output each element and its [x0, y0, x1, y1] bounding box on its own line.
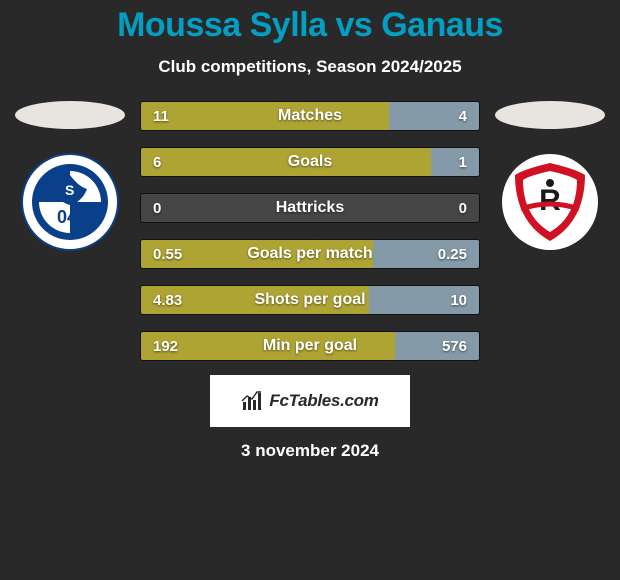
svg-text:04: 04: [57, 207, 77, 227]
stat-fill-left: [141, 286, 369, 314]
club-crest-right: R: [501, 153, 599, 251]
stat-bar: Shots per goal4.8310: [140, 285, 480, 315]
stat-bar: Min per goal192576: [140, 331, 480, 361]
stat-fill-right: [369, 286, 479, 314]
stat-fill-right: [389, 102, 479, 130]
stat-fill-left: [141, 148, 431, 176]
brand-text: FcTables.com: [269, 391, 378, 411]
brand-badge[interactable]: FcTables.com: [210, 375, 410, 427]
subtitle: Club competitions, Season 2024/2025: [0, 57, 620, 77]
stat-value-left: 0: [153, 194, 161, 222]
page-title: Moussa Sylla vs Ganaus: [0, 6, 620, 45]
stat-fill-right: [373, 240, 479, 268]
player-headshot-left: [15, 101, 125, 129]
svg-text:R: R: [539, 184, 561, 217]
stat-fill-left: [141, 240, 373, 268]
stat-fill-right: [431, 148, 479, 176]
stat-bar: Matches114: [140, 101, 480, 131]
stat-value-right: 0: [459, 194, 467, 222]
comparison-card: Moussa Sylla vs Ganaus Club competitions…: [0, 0, 620, 461]
player-headshot-right: [495, 101, 605, 129]
stat-bar: Goals per match0.550.25: [140, 239, 480, 269]
right-player-col: R: [490, 101, 610, 251]
stat-bars: Matches114 Goals61 Hattricks0 0 Goals per ma…: [140, 101, 480, 361]
stat-fill-left: [141, 102, 389, 130]
stat-fill-right: [395, 332, 480, 360]
svg-text:S: S: [65, 182, 74, 198]
stat-bar: Hattricks0 0: [140, 193, 480, 223]
club-crest-left: 04 S: [21, 153, 119, 251]
stat-bar: Goals61: [140, 147, 480, 177]
stat-label: Hattricks: [141, 194, 479, 222]
left-player-col: 04 S: [10, 101, 130, 251]
comparison-row: 04 S Matches114 Goals61 Hattricks0 0 Goals p…: [0, 101, 620, 361]
stat-fill-left: [141, 332, 395, 360]
date-line: 3 november 2024: [0, 441, 620, 461]
bar-chart-icon: [241, 390, 263, 412]
